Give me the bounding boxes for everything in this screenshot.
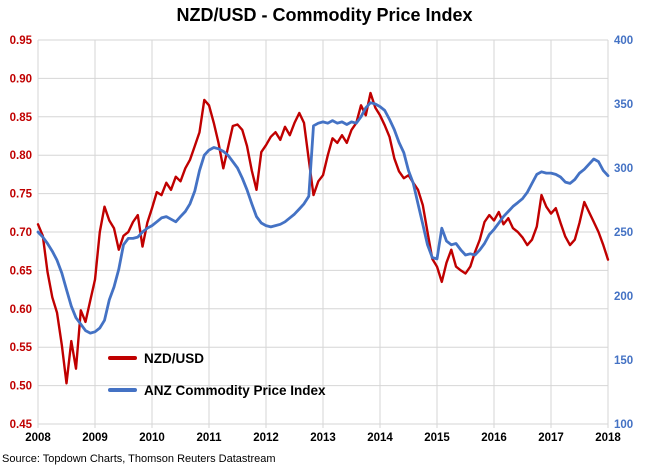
x-axis-tick-label: 2018	[595, 432, 621, 444]
left-axis-tick-label: 0.85	[10, 112, 33, 124]
right-axis-tick-label: 300	[614, 163, 633, 175]
nzdusd-series-line	[36, 91, 610, 385]
legend-swatch-blue-line-icon	[108, 388, 137, 392]
source-text: Source: Topdown Charts, Thomson Reuters …	[2, 453, 276, 465]
right-axis-tick-label: 200	[614, 291, 633, 303]
left-axis-tick-label: 0.90	[10, 73, 32, 85]
left-axis-tick-label: 0.95	[10, 35, 33, 47]
chart-title: NZD/USD - Commodity Price Index	[176, 5, 473, 25]
legend-item-anz-index: ANZ Commodity Price Index	[108, 381, 326, 399]
x-axis-tick-label: 2013	[310, 432, 336, 444]
left-axis-tick-label: 0.80	[10, 150, 32, 162]
left-axis-tick-label: 0.60	[10, 304, 32, 316]
x-axis-tick-label: 2011	[197, 432, 223, 444]
left-axis-tick-label: 0.45	[10, 419, 33, 431]
legend-label-nzdusd: NZD/USD	[144, 350, 204, 366]
right-axis-tick-label: 250	[614, 227, 633, 239]
right-axis-tick-label: 350	[614, 99, 633, 111]
x-axis-tick-label: 2015	[424, 432, 450, 444]
left-axis-tick-label: 0.65	[10, 265, 33, 277]
anz-index-series-line	[36, 101, 610, 335]
x-axis-tick-label: 2008	[25, 432, 51, 444]
right-axis-tick-label: 100	[614, 419, 633, 431]
left-axis-tick-label: 0.75	[10, 189, 33, 201]
legend-item-nzdusd: NZD/USD	[108, 349, 326, 367]
x-axis-tick-label: 2017	[538, 432, 564, 444]
x-axis-tick-label: 2012	[253, 432, 279, 444]
x-axis-tick-label: 2010	[139, 432, 165, 444]
left-axis-tick-label: 0.50	[10, 381, 32, 393]
x-axis-tick-label: 2016	[481, 432, 507, 444]
x-axis-tick-label: 2009	[82, 432, 108, 444]
x-axis-tick-label: 2014	[367, 432, 393, 444]
left-axis-tick-label: 0.55	[10, 342, 33, 354]
legend-label-anz-index: ANZ Commodity Price Index	[144, 382, 326, 398]
left-axis-tick-label: 0.70	[10, 227, 32, 239]
legend-swatch-red-line-icon	[108, 356, 137, 360]
chart-legend: NZD/USD ANZ Commodity Price Index	[108, 349, 326, 413]
right-axis-tick-label: 400	[614, 35, 633, 47]
right-axis-tick-label: 150	[614, 355, 633, 367]
